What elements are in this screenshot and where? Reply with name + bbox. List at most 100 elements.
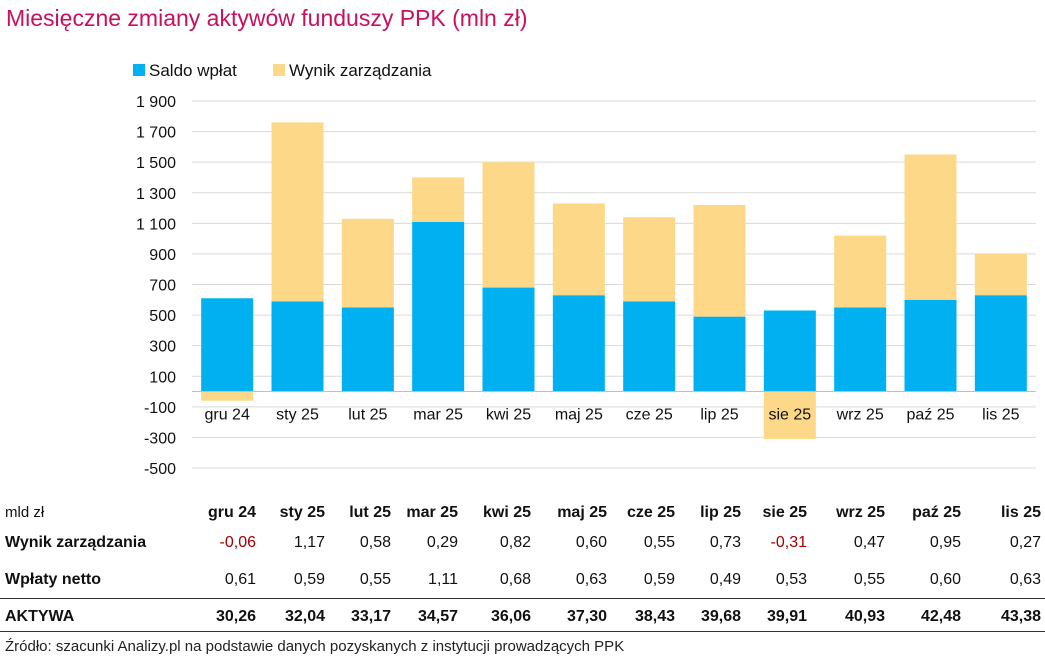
bar-wynik-zarządzania xyxy=(834,235,887,308)
x-tick-label: lip 25 xyxy=(700,407,738,424)
x-tick-label: kwi 25 xyxy=(486,407,531,424)
column-header: paź 25 xyxy=(912,504,961,521)
table-cell: -0,31 xyxy=(770,534,807,551)
table-cell: -0,06 xyxy=(219,534,256,551)
bar-wynik-zarządzania xyxy=(693,204,746,317)
bar-saldo-wpłat xyxy=(412,221,465,392)
table-cell: 0,82 xyxy=(499,534,531,551)
bar-saldo-wpłat xyxy=(763,310,816,392)
table-cell: 0,63 xyxy=(1009,571,1041,588)
chart-title: Miesięczne zmiany aktywów funduszy PPK (… xyxy=(6,5,528,31)
table-cell: 0,49 xyxy=(709,571,741,588)
y-tick-label: 500 xyxy=(149,308,176,325)
legend-swatch xyxy=(273,64,285,76)
table-cell: 30,26 xyxy=(215,608,256,625)
y-tick-label: 1 700 xyxy=(136,125,176,142)
bar-saldo-wpłat xyxy=(201,298,254,392)
table-cell: 40,93 xyxy=(844,608,885,625)
table-divider xyxy=(0,631,1045,632)
column-header: lis 25 xyxy=(1000,504,1041,521)
x-tick-label: wrz 25 xyxy=(836,407,884,424)
legend-label: Saldo wpłat xyxy=(149,61,237,80)
y-tick-label: 100 xyxy=(149,369,176,386)
bar-wynik-zarządzania xyxy=(763,391,816,439)
bar-saldo-wpłat xyxy=(834,307,887,392)
legend-label: Wynik zarządzania xyxy=(289,61,432,80)
table-cell: 0,63 xyxy=(575,571,607,588)
column-header: lip 25 xyxy=(700,504,741,521)
table-cell: 37,30 xyxy=(566,608,607,625)
bar-saldo-wpłat xyxy=(271,301,324,392)
table-cell: 0,47 xyxy=(853,534,885,551)
bar-wynik-zarządzania xyxy=(482,162,535,288)
column-header: lut 25 xyxy=(349,504,391,521)
bar-saldo-wpłat xyxy=(693,316,746,392)
column-header: sie 25 xyxy=(762,504,807,521)
table-cell: 38,43 xyxy=(634,608,675,625)
table-cell: 0,61 xyxy=(224,571,256,588)
column-header: kwi 25 xyxy=(482,504,531,521)
row-label: AKTYWA xyxy=(5,608,75,625)
bar-wynik-zarządzania xyxy=(904,154,957,300)
table-cell: 1,11 xyxy=(428,571,458,588)
x-tick-label: sie 25 xyxy=(768,407,811,424)
row-label: Wynik zarządzania xyxy=(5,534,147,551)
column-header: wrz 25 xyxy=(836,504,885,521)
bar-wynik-zarządzania xyxy=(552,203,605,296)
x-tick-label: cze 25 xyxy=(626,407,673,424)
bar-wynik-zarządzania xyxy=(271,122,324,302)
table-cell: 33,17 xyxy=(350,608,391,625)
source-note: Źródło: szacunki Analizy.pl na podstawie… xyxy=(5,638,625,655)
bar-saldo-wpłat xyxy=(482,287,535,392)
table-cell: 43,38 xyxy=(1000,608,1041,625)
table-cell: 0,95 xyxy=(929,534,961,551)
y-tick-label: -300 xyxy=(144,430,176,447)
table-cell: 32,04 xyxy=(284,608,325,625)
y-tick-label: 1 900 xyxy=(136,94,176,111)
bar-wynik-zarządzania xyxy=(201,391,254,401)
y-tick-label: 700 xyxy=(149,278,176,295)
x-tick-label: lis 25 xyxy=(982,407,1019,424)
bar-saldo-wpłat xyxy=(904,299,957,392)
legend-swatch xyxy=(133,64,145,76)
table-divider xyxy=(0,598,1045,599)
table-cell: 0,55 xyxy=(643,534,675,551)
x-tick-label: lut 25 xyxy=(348,407,387,424)
y-tick-label: -500 xyxy=(144,461,176,478)
bar-saldo-wpłat xyxy=(341,307,394,392)
table-cell: 36,06 xyxy=(490,608,531,625)
table-cell: 0,58 xyxy=(359,534,391,551)
bar-wynik-zarządzania xyxy=(623,217,676,302)
column-header: sty 25 xyxy=(279,504,325,521)
table-cell: 39,91 xyxy=(766,608,807,625)
column-header: maj 25 xyxy=(557,504,607,521)
table-cell: 0,29 xyxy=(426,534,458,551)
bar-wynik-zarządzania xyxy=(974,253,1027,296)
bar-saldo-wpłat xyxy=(974,295,1027,392)
y-tick-label: 1 300 xyxy=(136,186,176,203)
table-cell: 0,55 xyxy=(853,571,885,588)
x-tick-label: sty 25 xyxy=(276,407,319,424)
bar-chart: 1 900 1 700 1 500 1 300 1 100 900 700 500 300 100… xyxy=(133,61,1036,478)
bar-wynik-zarządzania xyxy=(412,177,465,222)
column-header: gru 24 xyxy=(207,504,256,521)
table-cell: 0,27 xyxy=(1009,534,1041,551)
table-cell: 0,55 xyxy=(359,571,391,588)
table-cell: 0,59 xyxy=(643,571,675,588)
table-cell: 0,53 xyxy=(775,571,807,588)
x-tick-label: mar 25 xyxy=(413,407,463,424)
bar-saldo-wpłat xyxy=(552,295,605,392)
y-tick-label: 1 500 xyxy=(136,155,176,172)
y-tick-label: 1 100 xyxy=(136,216,176,233)
bar-saldo-wpłat xyxy=(623,301,676,392)
table-cell: 1,17 xyxy=(293,534,325,551)
table-cell: 0,60 xyxy=(929,571,961,588)
column-header: mar 25 xyxy=(406,504,458,521)
y-tick-label: -100 xyxy=(144,400,176,417)
table-cell: 34,57 xyxy=(417,608,458,625)
unit-label: mld zł xyxy=(5,504,45,521)
row-label: Wpłaty netto xyxy=(5,571,101,588)
column-header: cze 25 xyxy=(626,504,675,521)
table-cell: 0,73 xyxy=(709,534,741,551)
